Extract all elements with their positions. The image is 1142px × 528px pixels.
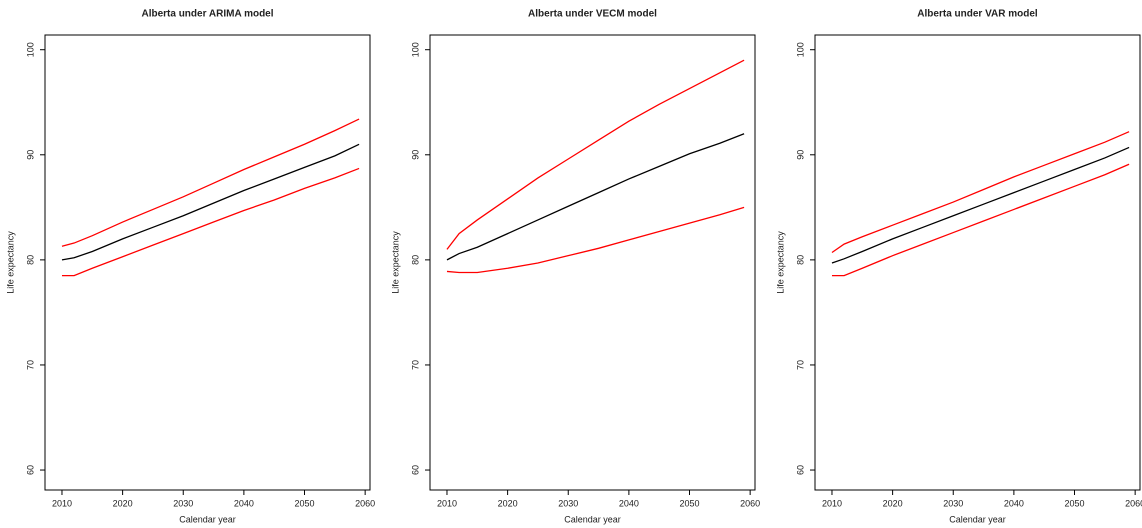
plot-frame (44, 34, 371, 491)
y-tick-label: 80 (25, 255, 35, 265)
x-tick-label: 2010 (52, 498, 72, 508)
y-tick-label: 90 (795, 150, 805, 160)
series-line (446, 59, 745, 250)
x-axis-label: Calendar year (564, 514, 621, 524)
x-tick-label: 2040 (234, 498, 254, 508)
y-tick-label: 60 (795, 465, 805, 475)
y-tick-label: 70 (795, 360, 805, 370)
chart-title: Alberta under VECM model (528, 9, 657, 20)
x-tick-label: 2010 (822, 498, 842, 508)
x-tick-label: 2040 (619, 498, 639, 508)
x-tick-label: 2060 (1125, 498, 1142, 508)
y-axis-label: Life expectancy (5, 231, 15, 294)
x-tick-label: 2060 (740, 498, 760, 508)
x-tick-label: 2040 (1004, 498, 1024, 508)
y-tick-label: 100 (795, 42, 805, 57)
series-line (61, 118, 360, 247)
y-tick-label: 100 (25, 42, 35, 57)
series-line (446, 206, 745, 274)
y-tick-label: 80 (795, 255, 805, 265)
x-tick-label: 2030 (943, 498, 963, 508)
x-axis-label: Calendar year (949, 514, 1006, 524)
series-line (446, 133, 745, 261)
chart-title: Alberta under ARIMA model (141, 9, 273, 20)
x-tick-label: 2020 (498, 498, 518, 508)
x-axis-label: Calendar year (179, 514, 236, 524)
x-tick-label: 2060 (355, 498, 375, 508)
plot-frame (429, 34, 756, 491)
y-tick-label: 70 (410, 360, 420, 370)
y-axis-label: Life expectancy (775, 231, 785, 294)
y-tick-label: 60 (410, 465, 420, 475)
y-tick-label: 90 (25, 150, 35, 160)
y-tick-label: 100 (410, 42, 420, 57)
x-tick-label: 2020 (883, 498, 903, 508)
x-tick-label: 2030 (558, 498, 578, 508)
x-tick-label: 2050 (679, 498, 699, 508)
x-tick-label: 2010 (437, 498, 457, 508)
series-line (831, 131, 1130, 254)
series-line (61, 143, 360, 261)
y-tick-label: 90 (410, 150, 420, 160)
series-line (831, 163, 1130, 277)
x-tick-label: 2030 (173, 498, 193, 508)
y-axis-label: Life expectancy (390, 231, 400, 294)
y-tick-label: 80 (410, 255, 420, 265)
x-tick-label: 2050 (1064, 498, 1084, 508)
series-line (831, 146, 1130, 264)
series-line (61, 167, 360, 277)
x-tick-label: 2050 (294, 498, 314, 508)
chart-title: Alberta under VAR model (917, 9, 1038, 20)
x-tick-label: 2020 (113, 498, 133, 508)
plot-frame (814, 34, 1141, 491)
y-tick-label: 60 (25, 465, 35, 475)
y-tick-label: 70 (25, 360, 35, 370)
